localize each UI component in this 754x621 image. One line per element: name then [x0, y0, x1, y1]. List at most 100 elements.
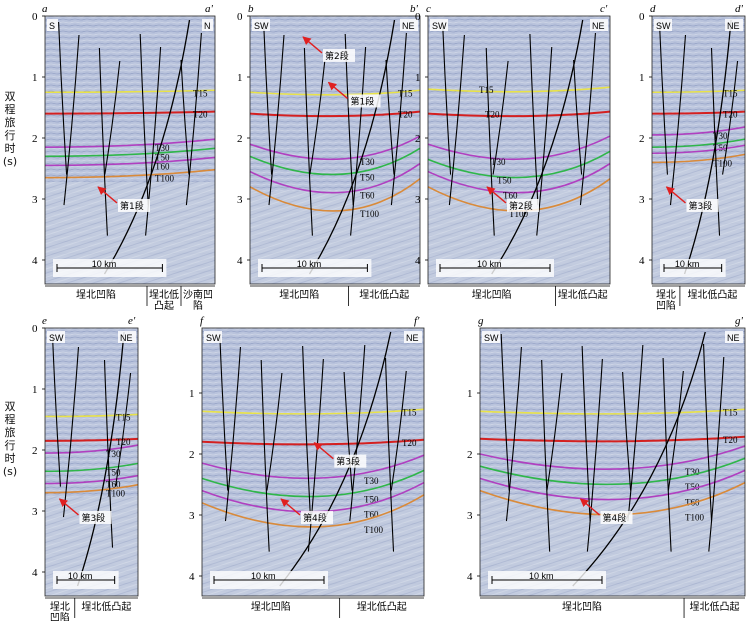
horizon-t100 [249, 178, 421, 212]
y-tick-label: 1 [32, 384, 38, 396]
structural-unit-label: 埕北低凸起 [357, 600, 407, 613]
horizon-label: T100 [155, 174, 174, 184]
horizon-label: T20 [485, 110, 500, 120]
horizon-label: T50 [106, 467, 121, 477]
fault-line [343, 371, 353, 491]
scale-label: 10 km [675, 259, 700, 269]
fault-line [385, 59, 395, 175]
horizon-t100 [44, 483, 139, 494]
horizon-label: T15 [402, 407, 417, 417]
direction-left: SW [206, 333, 221, 343]
horizon-label: T100 [106, 489, 125, 499]
annotation-arrow [486, 186, 507, 204]
annotation-arrow [327, 81, 348, 99]
fault-line [627, 344, 644, 522]
fault-line [309, 60, 326, 175]
horizon-t50 [479, 457, 746, 486]
annotation-box [301, 510, 333, 524]
scale-label: 10 km [529, 571, 554, 581]
segment-annotation: 第2段 [509, 200, 533, 212]
section-start-label: d [650, 3, 656, 15]
horizon-t50 [651, 138, 746, 148]
horizon-label: T30 [155, 143, 170, 153]
scale-label: 10 km [477, 259, 502, 269]
segment-annotation: 第1段 [120, 200, 144, 212]
boundary-fault [683, 19, 732, 275]
y-axis-label-bottom: 双程旅行时(s) [2, 400, 18, 478]
y-tick-label: 3 [639, 194, 645, 206]
fault-line [260, 359, 270, 552]
y-tick-label: 3 [415, 194, 421, 206]
horizon-t15 [427, 86, 611, 93]
segment-annotation: 第4段 [603, 512, 627, 524]
fault-line [658, 21, 668, 175]
direction-right: NE [406, 333, 419, 343]
fault-line [586, 358, 603, 552]
section-start-label: a [42, 3, 48, 15]
direction-right: NE [120, 333, 133, 343]
horizon-t60 [44, 474, 139, 485]
y-tick-label: 2 [32, 133, 38, 145]
fault-line [667, 370, 684, 491]
horizon-t20 [479, 435, 746, 443]
panel-frame [651, 15, 746, 285]
horizon-label: T15 [398, 88, 413, 98]
horizon-t50 [249, 147, 421, 176]
section-end-label: e' [128, 315, 136, 327]
horizon-t30 [44, 138, 216, 148]
fault-line [303, 47, 313, 236]
panel-c: T15 T20 T30 T50 T60 T100 c c' SW NE 0 1 2 3 4 10 km 第2段埕… [415, 3, 611, 306]
panel-frame [479, 327, 746, 597]
boundary-fault [308, 19, 396, 275]
y-tick-label: 2 [189, 449, 195, 461]
y-tick-label: 3 [467, 510, 473, 522]
direction-box [47, 331, 65, 343]
fault-line [710, 47, 721, 236]
annotation-arrow [665, 186, 686, 204]
horizon-label: T30 [106, 449, 121, 459]
panel-frame [44, 327, 139, 597]
scale-label: 10 km [251, 571, 276, 581]
annotation-box [600, 510, 633, 524]
y-tick-label: 0 [237, 11, 243, 23]
fault-line [302, 345, 312, 522]
annotation-arrow [579, 498, 600, 516]
direction-box [654, 19, 672, 31]
fault-line [622, 371, 632, 491]
annotation-arrow [313, 442, 334, 460]
section-start-label: f [200, 315, 205, 327]
horizon-t20 [44, 437, 139, 442]
horizon-t20 [249, 110, 421, 118]
annotation-arrow [97, 186, 118, 204]
section-end-label: b' [410, 3, 419, 15]
horizon-t20 [651, 110, 746, 115]
boundary-fault [279, 331, 392, 587]
direction-box [118, 331, 136, 343]
horizon-label: T20 [723, 435, 738, 445]
direction-box [590, 19, 608, 31]
horizon-t50 [427, 150, 611, 179]
scale-label: 10 km [68, 571, 93, 581]
y-tick-label: 3 [237, 194, 243, 206]
structural-unit-label: 埕北凹陷 [251, 600, 291, 613]
horizon-label: T15 [116, 412, 131, 422]
horizon-label: T30 [713, 131, 728, 141]
horizon-label: T100 [360, 209, 379, 219]
horizon-t100 [201, 494, 425, 528]
direction-left: SW [432, 21, 447, 31]
fault-line [541, 359, 551, 552]
panel-frame [427, 15, 611, 285]
annotation-box [348, 94, 381, 108]
structural-unit-label: 沙南凹陷 [183, 288, 213, 312]
fault-line [703, 343, 713, 522]
panel-frame [201, 327, 425, 597]
horizon-t60 [479, 469, 746, 501]
segment-annotation: 第3段 [82, 512, 106, 524]
fault-line [51, 333, 61, 487]
fault-line [263, 21, 273, 175]
y-tick-label: 1 [415, 72, 421, 84]
